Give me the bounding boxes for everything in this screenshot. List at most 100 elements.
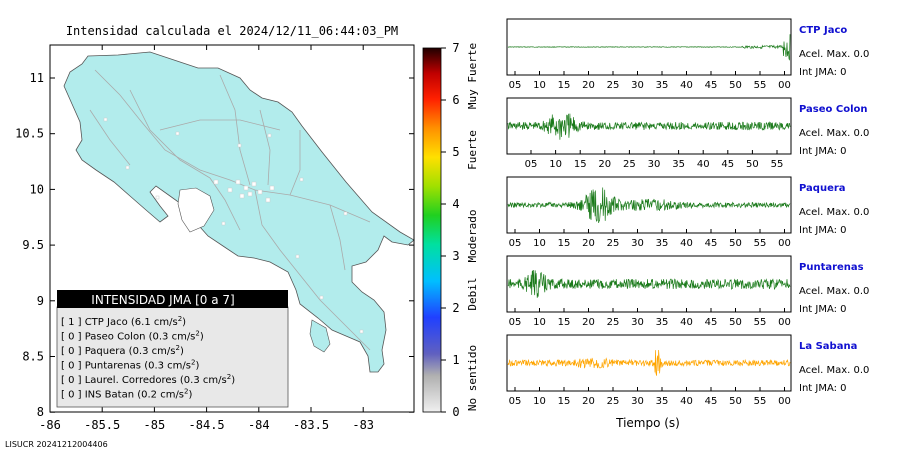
waveform-tick-label: 35 xyxy=(656,238,669,249)
station-accel: Acel. Max. 0.0 xyxy=(799,128,869,139)
legend-item-sup: 2 xyxy=(191,359,195,367)
legend-item-sup: 2 xyxy=(227,373,231,381)
waveform-tick-label: 40 xyxy=(680,238,693,249)
waveform-tick-label: 05 xyxy=(525,159,538,170)
waveform-tick-label: 40 xyxy=(697,159,710,170)
legend-body xyxy=(56,306,289,408)
legend-item-station: Laurel. Corredores xyxy=(85,375,180,386)
station-jma: Int JMA: 0 xyxy=(799,146,847,157)
waveform-tick-label: 25 xyxy=(607,80,620,91)
map-title: Intensidad calculada el 2024/12/11_06:44… xyxy=(66,24,398,38)
waveform-tick-label: 20 xyxy=(582,317,595,328)
waveform-tick-label: 45 xyxy=(705,80,718,91)
colorbar-ticks: 7 6 5 4 3 2 1 0 xyxy=(441,41,460,419)
waveform-tick-label: 30 xyxy=(631,238,644,249)
waveform-tick-label: 25 xyxy=(607,317,620,328)
waveform-trace xyxy=(507,34,791,61)
waveform-tick-label: 10 xyxy=(533,396,546,407)
legend-item: [ 0 ] Puntarenas (0.3 cm/s2) xyxy=(61,359,199,372)
map-y-tick-label: 10.5 xyxy=(15,127,44,141)
waveform-trace xyxy=(507,269,791,298)
colorbar-tick-label: 1 xyxy=(452,353,459,367)
colorbar-label: Muy Fuerte xyxy=(466,43,479,109)
legend-item-accel: (0.3 cm/s xyxy=(149,332,196,343)
waveform-tick-label: 30 xyxy=(631,396,644,407)
waveform-tick-label: 30 xyxy=(648,159,661,170)
legend-item-close: ) xyxy=(195,361,199,372)
station-name: Puntarenas xyxy=(799,262,864,273)
station-jma: Int JMA: 0 xyxy=(799,225,847,236)
footer-text: LISUCR 20241212004406 xyxy=(5,440,108,449)
map-x-tick-label: -86 xyxy=(39,418,61,432)
legend-item-close: ) xyxy=(180,346,184,357)
legend-item-level: [ 1 ] xyxy=(61,317,85,328)
legend-item-accel: (0.3 cm/s xyxy=(144,361,191,372)
waveform-trace xyxy=(507,187,791,223)
waveform-tick-label: 00 xyxy=(778,80,791,91)
waveform-tick-label: 05 xyxy=(509,238,522,249)
waveform-tick-label: 50 xyxy=(729,238,742,249)
legend-items: [ 1 ] CTP Jaco (6.1 cm/s2)[ 0 ] Paseo Co… xyxy=(61,315,235,401)
legend-item-accel: (0.3 cm/s xyxy=(180,375,227,386)
station-name: Paquera xyxy=(799,183,846,194)
waveform-tick-label: 40 xyxy=(680,80,693,91)
legend-item-sup: 2 xyxy=(184,388,188,396)
waveform-tick-label: 45 xyxy=(705,396,718,407)
legend-item-level: [ 0 ] xyxy=(61,390,85,401)
waveform-tick-label: 45 xyxy=(705,317,718,328)
waveform-tick-label: 15 xyxy=(558,317,571,328)
waveform-tick-label: 30 xyxy=(631,317,644,328)
waveform-tick-label: 25 xyxy=(607,238,620,249)
legend-header: INTENSIDAD JMA [0 a 7] xyxy=(91,293,234,307)
waveform-tick-label: 35 xyxy=(656,396,669,407)
station-accel: Acel. Max. 0.0 xyxy=(799,207,869,218)
waveform-tick-label: 55 xyxy=(771,159,784,170)
waveform-tick-label: 05 xyxy=(509,396,522,407)
waveform-tick-label: 55 xyxy=(754,80,767,91)
waveform-tick-label: 05 xyxy=(509,317,522,328)
legend-item-close: ) xyxy=(182,317,186,328)
colorbar-tick-label: 2 xyxy=(452,301,459,315)
legend-item-sup: 2 xyxy=(175,344,179,352)
station-name: Paseo Colon xyxy=(799,104,868,115)
legend-item-level: [ 0 ] xyxy=(61,375,85,386)
waveform-trace xyxy=(507,349,791,376)
map-x-tick-label: -85 xyxy=(144,418,166,432)
waveform-tick-label: 00 xyxy=(778,317,791,328)
map-x-tick-label: -85.5 xyxy=(84,418,120,432)
waveform-tick-label: 45 xyxy=(705,238,718,249)
waveform-tick-label: 35 xyxy=(656,80,669,91)
map-y-tick-label: 11 xyxy=(30,71,44,85)
station-jma: Int JMA: 0 xyxy=(799,304,847,315)
waveform-tick-label: 15 xyxy=(558,238,571,249)
map-y-tick-label: 8.5 xyxy=(22,350,44,364)
legend-item-level: [ 0 ] xyxy=(61,346,85,357)
waveform-tick-label: 20 xyxy=(598,159,611,170)
waveform-tick-label: 55 xyxy=(754,238,767,249)
map-x-tick-label: -83 xyxy=(352,418,374,432)
legend-item: [ 0 ] Paquera (0.3 cm/s2) xyxy=(61,344,184,357)
waveform-panel: 05 10 15 20 25 30 35 40 45 50 55 00 La Sabana Acel. M… xyxy=(506,334,869,407)
gulf-of-nicoya xyxy=(177,187,215,233)
waveform-tick-label: 50 xyxy=(729,317,742,328)
waveform-tick-label: 25 xyxy=(607,396,620,407)
station-accel: Acel. Max. 0.0 xyxy=(799,286,869,297)
colorbar-tick-label: 6 xyxy=(452,93,459,107)
waveform-tick-label: 10 xyxy=(533,317,546,328)
map-x-ticks: -86 -85.5 -85 -84.5 -84 -83.5 -83 xyxy=(39,45,374,432)
colorbar-tick-label: 5 xyxy=(452,145,459,159)
waveform-tick-label: 40 xyxy=(680,317,693,328)
intensity-legend: INTENSIDAD JMA [0 a 7] [ 1 ] CTP Jaco (6… xyxy=(56,290,289,408)
waveform-tick-label: 35 xyxy=(672,159,685,170)
waveform-panel: 05 10 15 20 25 30 35 40 45 50 55 00 Paquera Acel. Max… xyxy=(506,176,869,249)
legend-item-close: ) xyxy=(189,390,193,401)
legend-item-accel: (0.3 cm/s xyxy=(129,346,176,357)
colorbar-tick-label: 3 xyxy=(452,249,459,263)
waveform-tick-label: 15 xyxy=(574,159,587,170)
waveform-tick-label: 10 xyxy=(533,80,546,91)
legend-item-close: ) xyxy=(231,375,235,386)
waveform-tick-label: 20 xyxy=(582,238,595,249)
map-x-tick-label: -83.5 xyxy=(293,418,329,432)
waveform-panel: 05 10 15 20 25 30 35 40 45 50 55 Paseo Colon Acel. M… xyxy=(506,97,869,170)
